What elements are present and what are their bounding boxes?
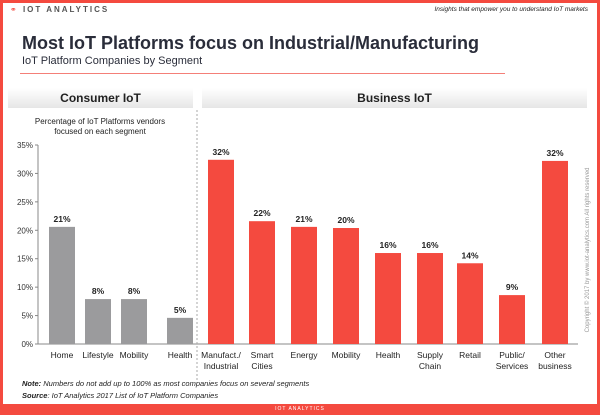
data-label: 32% <box>546 148 563 158</box>
bar-mobility <box>333 228 359 344</box>
data-label: 5% <box>174 305 187 315</box>
y-axis-label: Percentage of IoT Platforms vendors <box>35 117 165 126</box>
x-tick-label: Manufact./ <box>201 350 241 360</box>
bar-retail <box>457 263 483 344</box>
y-tick-label: 5% <box>21 312 33 321</box>
x-tick-label: Health <box>376 350 401 360</box>
x-tick-label: Mobility <box>120 350 150 360</box>
x-tick-label: Health <box>168 350 193 360</box>
source: Source: IoT Analytics 2017 List of IoT P… <box>22 391 219 400</box>
data-label: 32% <box>212 147 229 157</box>
bar-other-business <box>542 160 568 344</box>
data-label: 20% <box>337 215 354 225</box>
data-label: 14% <box>461 250 478 260</box>
y-axis-label: focused on each segment <box>54 127 146 136</box>
y-tick-label: 30% <box>17 169 33 178</box>
divider <box>20 73 505 74</box>
x-tick-label: Supply <box>417 350 444 360</box>
chart-subtitle: IoT Platform Companies by Segment <box>22 55 203 67</box>
bar-lifestyle <box>85 299 111 344</box>
x-tick-label: Energy <box>291 350 319 360</box>
y-tick-label: 10% <box>17 283 33 292</box>
note: Note: Numbers do not add up to 100% as m… <box>22 379 310 388</box>
x-tick-label: Lifestyle <box>82 350 113 360</box>
bar-health <box>375 253 401 344</box>
data-label: 16% <box>379 240 396 250</box>
bar-supply-chain <box>417 253 443 344</box>
bar-manufact-industrial <box>208 159 234 344</box>
x-tick-label: Smart <box>251 350 274 360</box>
data-label: 9% <box>506 282 519 292</box>
y-tick-label: 20% <box>17 226 33 235</box>
data-label: 8% <box>128 286 141 296</box>
logo: ⚭ IOT ANALYTICS <box>10 5 110 14</box>
bar-mobility <box>121 299 147 344</box>
footer-logo: IOT ANALYTICS <box>0 404 600 415</box>
x-tick-label: business <box>538 361 572 371</box>
chart-title: Most IoT Platforms focus on Industrial/M… <box>22 33 480 53</box>
data-label: 21% <box>53 214 70 224</box>
bar-home <box>49 226 75 344</box>
data-label: 21% <box>295 214 312 224</box>
y-tick-label: 0% <box>21 340 33 349</box>
x-tick-label: Cities <box>251 361 272 371</box>
bar-smart-cities <box>249 221 275 344</box>
x-tick-label: Public/ <box>499 350 525 360</box>
bar-energy <box>291 226 317 344</box>
data-label: 16% <box>421 240 438 250</box>
group-consumer: Consumer IoT <box>8 88 193 108</box>
x-tick-label: Other <box>544 350 565 360</box>
tagline: Insights that empower you to understand … <box>434 6 588 13</box>
x-tick-label: Home <box>51 350 74 360</box>
x-tick-label: Mobility <box>332 350 362 360</box>
bar-health <box>167 317 193 344</box>
x-tick-label: Retail <box>459 350 481 360</box>
copyright: Copyright © 2017 by www.iot-analytics.co… <box>585 167 591 333</box>
data-label: 8% <box>92 286 105 296</box>
x-tick-label: Services <box>496 361 529 371</box>
x-tick-label: Industrial <box>204 361 239 371</box>
y-tick-label: 25% <box>17 198 33 207</box>
y-tick-label: 35% <box>17 141 33 150</box>
y-tick-label: 15% <box>17 255 33 264</box>
data-label: 22% <box>253 208 270 218</box>
group-business: Business IoT <box>202 88 587 108</box>
x-tick-label: Chain <box>419 361 441 371</box>
logo-icon: ⚭ <box>10 5 23 14</box>
bar-public-services <box>499 295 525 344</box>
